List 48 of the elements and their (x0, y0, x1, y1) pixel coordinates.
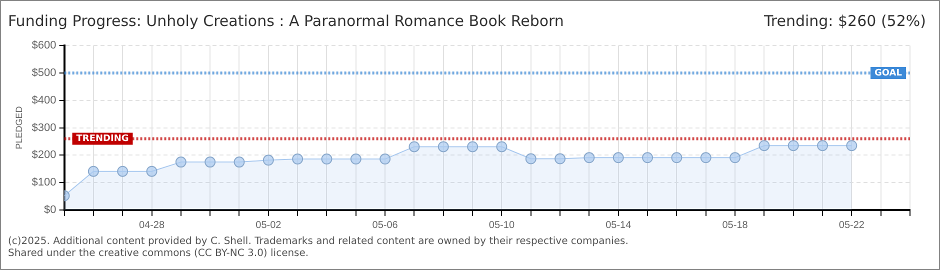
x-tick-label: 04-28 (138, 220, 165, 231)
y-tick-label: $0 (44, 204, 56, 216)
chart-title: Funding Progress: Unholy Creations : A Paranormal Romance Book Reborn (8, 12, 564, 30)
point (175, 156, 186, 168)
x-tick-label: 05-14 (606, 220, 632, 231)
y-tick-label: $200 (32, 149, 56, 162)
point (612, 152, 624, 164)
y-tick-label: $600 (32, 40, 56, 52)
y-axis-title: PLEDGED (14, 106, 24, 150)
point (234, 156, 245, 168)
point (584, 152, 595, 164)
point (496, 141, 508, 152)
point (730, 152, 741, 164)
point (408, 141, 420, 152)
y-tick-label: $400 (32, 94, 56, 106)
x-tick-label: 05-02 (256, 220, 282, 231)
point (146, 166, 158, 177)
point (642, 152, 654, 164)
y-tick-label: $500 (32, 67, 56, 80)
point (700, 152, 712, 164)
x-tick-label: 05-06 (372, 220, 398, 231)
point (117, 166, 128, 177)
point (438, 141, 449, 152)
chart-subtitle: Trending: $260 (52%) (764, 12, 926, 30)
x-tick-label: 05-18 (722, 220, 748, 231)
ref-line-label: GOAL (874, 68, 902, 78)
point (380, 154, 391, 165)
point (204, 156, 216, 168)
x-tick-label: 05-10 (488, 220, 515, 231)
point (554, 153, 566, 164)
text: (c)2025. Additional content provided by C. Shell. Trademarks and related content are owned by their respective companies. (8, 236, 628, 248)
point (817, 140, 828, 152)
ref-line-label: TRENDING (76, 134, 129, 144)
point (758, 140, 770, 152)
point (671, 152, 682, 164)
x-tick-label: 05-22 (838, 220, 865, 231)
y-tick-label: $300 (32, 122, 56, 134)
y-tick-label: $100 (32, 176, 56, 189)
point (350, 154, 362, 165)
point (788, 140, 799, 152)
point (292, 154, 304, 165)
point (846, 140, 858, 152)
point (88, 166, 99, 177)
point (262, 154, 274, 166)
point (467, 141, 478, 152)
point (525, 153, 536, 164)
text: Shared under the creative commons (CC BY-NC 3.0) license. (8, 248, 310, 260)
point (321, 154, 332, 165)
